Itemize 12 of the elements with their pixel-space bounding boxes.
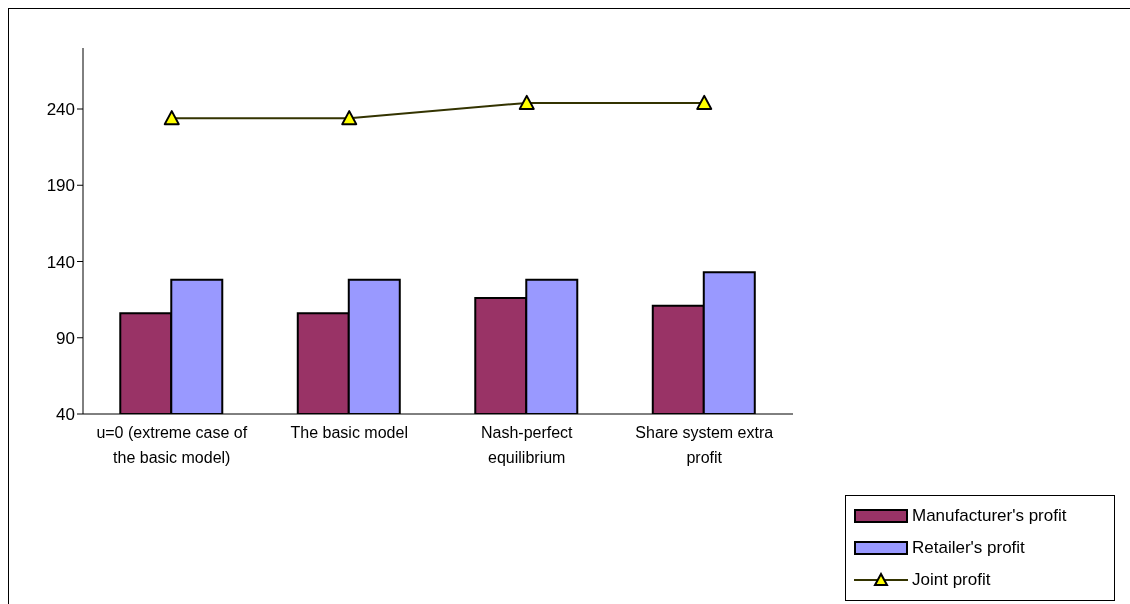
legend-label: Manufacturer's profit [912, 506, 1067, 526]
x-tick-label: Nash-perfect equilibrium [480, 424, 574, 466]
y-tick-label: 90 [56, 328, 75, 348]
y-tick-label: 190 [46, 176, 75, 196]
x-tick-label: u=0 (extreme case of the basic model) [96, 424, 248, 466]
y-tick-label: 140 [46, 252, 75, 272]
x-tick-label: The basic model [290, 424, 408, 441]
x-tick-label: Share system extra profit [635, 424, 774, 466]
y-tick-label: 240 [46, 100, 75, 120]
y-tick-label: 40 [56, 405, 75, 425]
legend-label: Joint profit [912, 570, 991, 590]
legend-label: Retailer's profit [912, 538, 1025, 558]
